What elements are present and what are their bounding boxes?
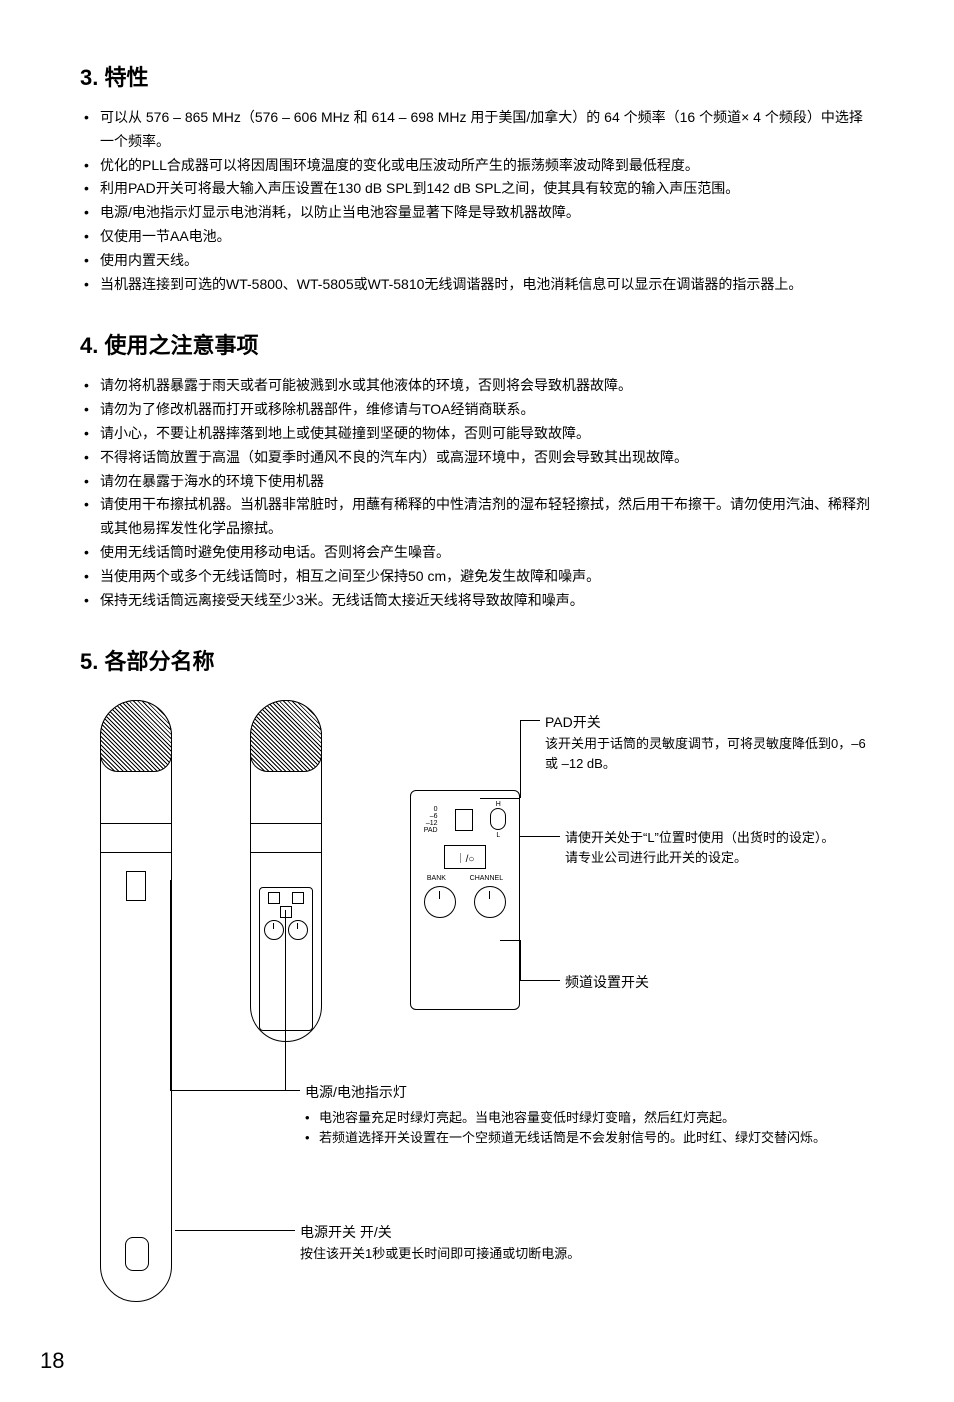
leader-line [170, 880, 171, 1090]
section-3-title: 特性 [104, 65, 148, 90]
section-4-title: 使用之注意事项 [104, 333, 258, 358]
list-item: 请勿在暴露于海水的环境下使用机器 [80, 470, 874, 494]
hl-top-label: H [490, 801, 506, 808]
power-switch-desc: 按住该开关1秒或更长时间即可接通或切断电源。 [300, 1244, 800, 1264]
led-desc: 电池容量充足时绿灯亮起。当电池容量变低时绿灯变暗，然后红灯亮起。 若频道选择开关… [305, 1104, 875, 1147]
channel-dial-icon [474, 886, 506, 918]
list-item: 仅使用一节AA电池。 [80, 225, 874, 249]
section-5-num: 5. [80, 649, 98, 674]
page-number: 18 [40, 1348, 64, 1374]
hl-switch-line1: 请使开关处于“L”位置时使用（出货时的设定）。 [565, 828, 885, 848]
precautions-list: 请勿将机器暴露于雨天或者可能被溅到水或其他液体的环境，否则将会导致机器故障。 请… [80, 374, 874, 612]
leader-line [285, 910, 286, 1090]
section-4-num: 4. [80, 333, 98, 358]
bank-label: BANK [427, 875, 446, 882]
hl-bot-label: L [490, 832, 506, 839]
list-item: 不得将话筒放置于高温（如夏季时通风不良的汽车内）或高湿环境中，否则会导致其出现故… [80, 446, 874, 470]
mic-band-icon [250, 823, 322, 853]
pad-switch-desc: 该开关用于话筒的灵敏度调节，可将灵敏度降低到0，–6 或 –12 dB。 [545, 734, 875, 773]
list-item: 当使用两个或多个无线话筒时，相互之间至少保持50 cm，避免发生故障和噪声。 [80, 565, 874, 589]
section-3-num: 3. [80, 65, 98, 90]
bank-dial-icon [424, 886, 456, 918]
pad-switch-icon [455, 809, 473, 831]
parts-diagram: 0 –6 –12 PAD H L ｜/○ BANK CHANNEL [80, 690, 874, 1330]
mic-power-button-icon [125, 1237, 149, 1271]
channel-label: CHANNEL [470, 875, 503, 882]
leader-line [175, 1230, 295, 1231]
leader-line [520, 836, 560, 837]
leader-line [520, 720, 540, 721]
section-5-title: 各部分名称 [104, 649, 214, 674]
leader-line [170, 1090, 300, 1091]
section-features: 3. 特性 可以从 576 – 865 MHz（576 – 606 MHz 和 … [80, 60, 874, 296]
section-3-heading: 3. 特性 [80, 60, 874, 92]
leader-line [520, 720, 521, 798]
hl-switch-icon [490, 808, 506, 830]
section-parts: 5. 各部分名称 0 –6 –12 PAD H [80, 644, 874, 1330]
list-item: 优化的PLL合成器可以将因周围环境温度的变化或电压波动所产生的振荡频率波动降到最… [80, 154, 874, 178]
list-item: 当机器连接到可选的WT-5800、WT-5805或WT-5810无线调谐器时，电… [80, 273, 874, 297]
mic-lcd-icon [126, 871, 146, 901]
leader-line [520, 940, 521, 980]
section-5-heading: 5. 各部分名称 [80, 644, 874, 676]
leader-line [520, 980, 560, 981]
channel-switch-title: 频道设置开关 [565, 972, 649, 992]
list-item: 请使用干布擦拭机器。当机器非常脏时，用蘸有稀释的中性清洁剂的湿布轻轻擦拭，然后用… [80, 493, 874, 541]
led-sub-item: 电池容量充足时绿灯亮起。当电池容量变低时绿灯变暗，然后红灯亮起。 [305, 1108, 875, 1128]
features-list: 可以从 576 – 865 MHz（576 – 606 MHz 和 614 – … [80, 106, 874, 296]
mic-head-icon [250, 700, 322, 772]
list-item: 可以从 576 – 865 MHz（576 – 606 MHz 和 614 – … [80, 106, 874, 154]
pad-switch-title: PAD开关 [545, 712, 601, 732]
mic-band-icon [100, 823, 172, 853]
mic-back-illustration [250, 700, 322, 1042]
section-4-heading: 4. 使用之注意事项 [80, 328, 874, 360]
led-title: 电源/电池指示灯 [305, 1082, 407, 1102]
list-item: 保持无线话筒远离接受天线至少3米。无线话筒太接近天线将导致故障和噪声。 [80, 589, 874, 613]
pad-scale-label: 0 –6 –12 PAD [424, 806, 438, 834]
settings-panel-zoom: 0 –6 –12 PAD H L ｜/○ BANK CHANNEL [410, 790, 520, 1010]
list-item: 请勿为了修改机器而打开或移除机器部件，维修请与TOA经销商联系。 [80, 398, 874, 422]
section-precautions: 4. 使用之注意事项 请勿将机器暴露于雨天或者可能被溅到水或其他液体的环境，否则… [80, 328, 874, 612]
power-switch-title: 电源开关 开/关 [300, 1222, 392, 1242]
hl-switch-line2: 请专业公司进行此开关的设定。 [565, 848, 885, 868]
power-symbol-icon: ｜/○ [444, 845, 486, 869]
leader-line [500, 940, 520, 941]
led-sub-item: 若频道选择开关设置在一个空频道无线话筒是不会发射信号的。此时红、绿灯交替闪烁。 [305, 1128, 875, 1148]
list-item: 电源/电池指示灯显示电池消耗，以防止当电池容量显著下降是导致机器故障。 [80, 201, 874, 225]
list-item: 请勿将机器暴露于雨天或者可能被溅到水或其他液体的环境，否则将会导致机器故障。 [80, 374, 874, 398]
list-item: 请小心，不要让机器摔落到地上或使其碰撞到坚硬的物体，否则可能导致故障。 [80, 422, 874, 446]
list-item: 利用PAD开关可将最大输入声压设置在130 dB SPL到142 dB SPL之… [80, 177, 874, 201]
mic-head-icon [100, 700, 172, 772]
mic-settings-panel-icon [259, 887, 313, 1031]
list-item: 使用无线话筒时避免使用移动电话。否则将会产生噪音。 [80, 541, 874, 565]
leader-line [480, 798, 520, 799]
mic-front-illustration [100, 700, 172, 1302]
list-item: 使用内置天线。 [80, 249, 874, 273]
